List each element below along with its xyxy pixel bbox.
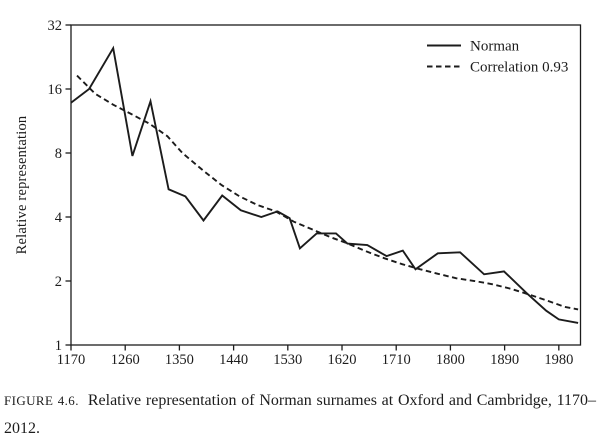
- x-tick-label: 1980: [544, 352, 573, 368]
- x-tick-label: 1530: [273, 352, 302, 368]
- x-tick-label: 1260: [111, 352, 140, 368]
- x-tick-label: 1710: [382, 352, 411, 368]
- figure-caption-label: Figure 4.6.: [4, 393, 79, 408]
- figure-caption-text: Relative representation of Norman surnam…: [87, 392, 552, 409]
- y-tick-label: 2: [55, 274, 62, 290]
- y-tick-label: 32: [48, 18, 63, 34]
- plot-frame: [70, 24, 582, 346]
- x-tick-label: 1800: [436, 352, 465, 368]
- x-tick-label: 1890: [490, 352, 519, 368]
- legend-label-correlation: Correlation 0.93: [470, 60, 568, 76]
- series-line-correlation-0-93: [76, 74, 579, 311]
- x-tick-label: 1620: [328, 352, 357, 368]
- x-tick-label: 1170: [57, 352, 85, 368]
- axes: 1 2 4 8 16 32 1170 1260 1350 1440 1530 1620 1710 1800…: [48, 18, 582, 368]
- legend: Norman Correlation 0.93: [427, 39, 568, 76]
- x-tick-label: 1350: [165, 352, 194, 368]
- y-tick-label: 1: [55, 338, 62, 354]
- chart: 1 2 4 8 16 32 1170 1260 1350 1440 1530 1620 1710 1800…: [14, 18, 582, 368]
- y-tick-label: 16: [48, 82, 63, 98]
- series-line-norman: [70, 45, 579, 324]
- chart-series: [70, 45, 579, 324]
- y-tick-label: 4: [55, 210, 63, 226]
- figure-caption-range: 1170–2012.: [4, 392, 597, 437]
- y-tick-label: 8: [55, 146, 62, 162]
- legend-label-norman: Norman: [470, 39, 520, 55]
- y-axis-title: Relative representation: [14, 115, 30, 254]
- figure-caption: Figure 4.6. Relative representation of No…: [0, 387, 600, 442]
- x-tick-label: 1440: [219, 352, 248, 368]
